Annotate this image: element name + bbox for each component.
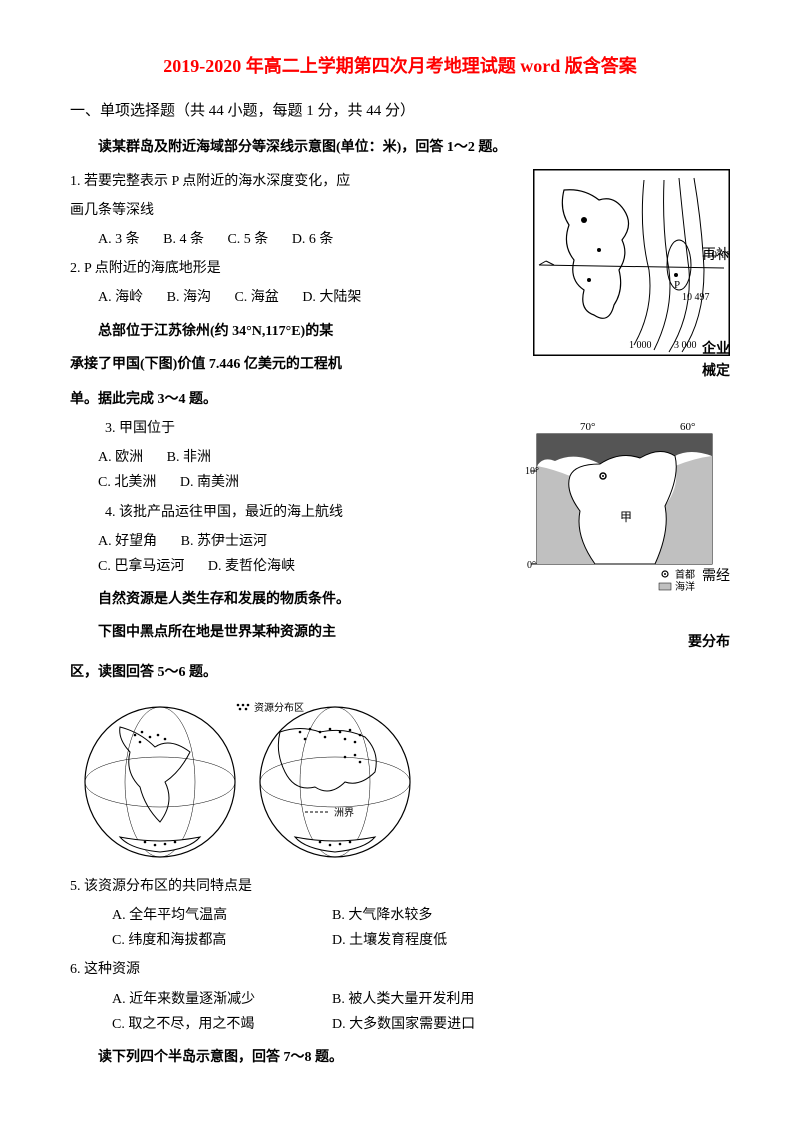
svg-text:P: P — [674, 279, 680, 291]
q4-opt-b: B. 苏伊士运河 — [181, 534, 267, 549]
svg-text:10 497: 10 497 — [682, 292, 710, 303]
map-1-svg: 10°N P 10 497 1 000 3 000 — [534, 170, 729, 355]
q4-opt-c: C. 巴拿马运河 — [98, 559, 184, 574]
q5-opt-d: D. 土壤发育程度低 — [332, 928, 447, 953]
q3-opt-c: C. 北美洲 — [98, 475, 156, 490]
q1-cont: 再补 — [702, 243, 730, 268]
q6-opt-a: A. 近年来数量逐渐减少 — [112, 987, 332, 1012]
section-header: 一、单项选择题（共 44 小题，每题 1 分，共 44 分） — [70, 98, 730, 125]
intro-1: 读某群岛及附近海域部分等深线示意图(单位：米)，回答 1～2 题。 — [70, 135, 730, 160]
svg-text:首都: 首都 — [675, 568, 695, 581]
q5-opt-b: B. 大气降水较多 — [332, 903, 432, 928]
intro2b-cont: 械定 — [702, 359, 730, 384]
q5-options: A. 全年平均气温高B. 大气降水较多 C. 纬度和海拔都高D. 土壤发育程度低 — [112, 903, 730, 953]
q2-opt-b: B. 海沟 — [167, 290, 211, 305]
intro2b-text: 承接了甲国(下图)价值 7.446 亿美元的工程机 — [70, 357, 342, 372]
q3-opt-a: A. 欧洲 — [98, 450, 143, 465]
intro-2c: 单。据此完成 3～4 题。 — [70, 387, 730, 412]
intro2a-text: 总部位于江苏徐州(约 34°N,117°E)的某 — [98, 324, 333, 339]
q3-opt-d: D. 南美洲 — [180, 475, 239, 490]
q1-opt-a: A. 3 条 — [98, 232, 140, 247]
q4-opt-d: D. 麦哲伦海峡 — [208, 559, 295, 574]
map-1-container: 10°N P 10 497 1 000 3 000 — [533, 169, 730, 356]
q6-options: A. 近年来数量逐渐减少B. 被人类大量开发利用 C. 取之不尽，用之不竭D. … — [112, 987, 730, 1037]
intro-4: 读下列四个半岛示意图，回答 7～8 题。 — [70, 1045, 730, 1070]
q5-opt-a: A. 全年平均气温高 — [112, 903, 332, 928]
q2-opt-c: C. 海盆 — [234, 290, 278, 305]
exam-title: 2019-2020 年高二上学期第四次月考地理试题 word 版含答案 — [70, 50, 730, 82]
svg-text:甲: 甲 — [620, 510, 632, 524]
svg-text:海洋: 海洋 — [675, 580, 695, 591]
q4-text: 4. 该批产品运往甲国，最近的海上航线 — [105, 505, 343, 520]
question-6: 6. 这种资源 — [70, 957, 730, 982]
q5-opt-c: C. 纬度和海拔都高 — [112, 928, 332, 953]
q1-opt-c: C. 5 条 — [227, 232, 268, 247]
map-3-svg: 资源分布区 洲界 — [70, 697, 440, 862]
intro3b-cont: 要分布 — [688, 630, 730, 655]
q2-opt-a: A. 海岭 — [98, 290, 143, 305]
q1-opt-d: D. 6 条 — [292, 232, 334, 247]
question-5: 5. 该资源分布区的共同特点是 — [70, 874, 730, 899]
intro-3b: 下图中黑点所在地是世界某种资源的主 — [70, 620, 730, 645]
q6-opt-d: D. 大多数国家需要进口 — [332, 1012, 475, 1037]
map-3-container: 资源分布区 洲界 — [70, 697, 730, 862]
map-2-container: 70° 60° 10° 0° 甲 首都 海洋 — [525, 416, 730, 591]
svg-text:资源分布区: 资源分布区 — [254, 701, 304, 714]
svg-text:洲界: 洲界 — [334, 807, 354, 819]
svg-text:70°: 70° — [580, 421, 595, 433]
intro-3c: 区，读图回答 5～6 题。 — [70, 660, 730, 685]
q1-opt-b: B. 4 条 — [163, 232, 204, 247]
q6-opt-c: C. 取之不尽，用之不竭 — [112, 1012, 332, 1037]
q4-cont: 需经 — [702, 564, 730, 589]
q3-opt-b: B. 非洲 — [167, 450, 211, 465]
q6-opt-b: B. 被人类大量开发利用 — [332, 987, 474, 1012]
svg-text:3 000: 3 000 — [674, 340, 697, 351]
svg-text:1 000: 1 000 — [629, 340, 652, 351]
q1-text: 1. 若要完整表示 P 点附近的海水深度变化，应 — [70, 174, 350, 189]
intro3b-text: 下图中黑点所在地是世界某种资源的主 — [98, 625, 336, 640]
svg-text:10°: 10° — [525, 466, 539, 477]
svg-text:60°: 60° — [680, 421, 695, 433]
q4-opt-a: A. 好望角 — [98, 534, 157, 549]
svg-text:0°: 0° — [527, 560, 536, 571]
q2-opt-d: D. 大陆架 — [302, 290, 361, 305]
map-2-svg: 70° 60° 10° 0° 甲 首都 海洋 — [525, 416, 730, 591]
